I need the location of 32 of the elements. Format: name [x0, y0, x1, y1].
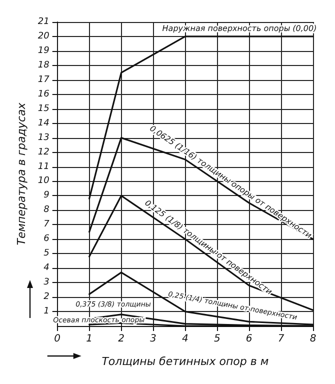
- y-tick-label: 7: [44, 220, 50, 230]
- y-tick-label: 18: [38, 60, 50, 70]
- y-tick-label: 20: [38, 31, 50, 42]
- x-tick-label: 4: [182, 334, 188, 344]
- y-tick-label: 11: [38, 162, 50, 172]
- x-tick-label: 1: [86, 334, 92, 344]
- y-tick-label: 13: [38, 132, 50, 143]
- x-tick-label: 2: [118, 334, 124, 344]
- x-tick-label: 6: [246, 334, 252, 344]
- y-tick-label: 10: [38, 176, 50, 186]
- y-tick-label: 17: [38, 74, 50, 85]
- y-axis-title: Температура в градусах: [15, 102, 28, 246]
- y-tick-label: 8: [44, 205, 50, 216]
- y-tick-label: 5: [44, 248, 50, 259]
- x-axis-title: Толщины бетинных опор в м: [102, 355, 269, 368]
- y-tick-label: 12: [38, 147, 50, 158]
- x-tick-label: 7: [278, 334, 285, 344]
- x-tick-label: 8: [310, 334, 316, 344]
- y-tick-label: 3: [44, 278, 50, 288]
- y-tick-label: 1: [44, 306, 50, 317]
- y-tick-label: 21: [38, 17, 50, 27]
- x-tick-label: 5: [214, 334, 220, 344]
- y-tick-label: 14: [38, 118, 50, 128]
- y-tick-label: 19: [38, 46, 50, 56]
- x-tick-label: 3: [150, 334, 156, 344]
- y-tick-label: 16: [38, 89, 50, 100]
- y-tick-label: 9: [44, 190, 50, 201]
- x-tick-label: 0: [54, 334, 61, 344]
- y-tick-label: 4: [44, 263, 50, 274]
- y-tick-label: 6: [44, 234, 50, 244]
- y-tick-label: 15: [38, 104, 50, 114]
- y-tick-label: 2: [44, 292, 50, 302]
